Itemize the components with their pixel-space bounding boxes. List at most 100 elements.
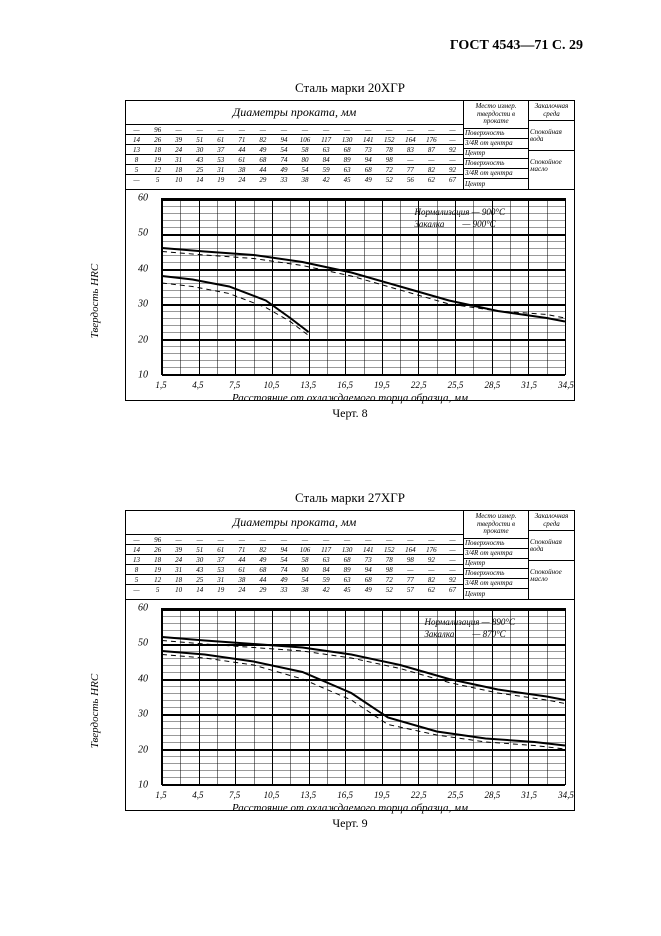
x-axis-label: Расстояние от охлаждаемого торца образца… <box>126 392 574 404</box>
diam-cell: — <box>316 536 337 544</box>
diam-cell: 54 <box>273 556 294 564</box>
diam-row: 1426395161718294106117130141152164176— <box>126 135 463 145</box>
x-tick: 28,5 <box>484 380 500 390</box>
diam-cell: 94 <box>273 546 294 554</box>
header-table: Диаметры проката, мм —96——————————————14… <box>126 511 574 600</box>
diam-cell: — <box>273 536 294 544</box>
diam-cell: 29 <box>252 586 273 594</box>
diam-cell: 98 <box>400 556 421 564</box>
x-tick: 25,5 <box>448 790 464 800</box>
diam-cell: 54 <box>295 576 316 584</box>
diam-cell: — <box>210 126 231 134</box>
diam-row: —51014192429333842454952576267 <box>126 585 463 595</box>
diam-cell: 53 <box>210 566 231 574</box>
diam-cell: — <box>168 536 189 544</box>
diam-row: 8193143536168748084899498——— <box>126 565 463 575</box>
diam-cell: 78 <box>379 146 400 154</box>
x-tick: 13,5 <box>300 380 316 390</box>
diam-row: —96—————————————— <box>126 125 463 135</box>
location-label: 3/4R от центра <box>464 549 528 559</box>
diam-cell: 61 <box>231 566 252 574</box>
meta-head-loc: Место измер. твердости в прокате <box>464 101 528 129</box>
location-label: Поверхность <box>464 159 528 169</box>
location-label: Центр <box>464 589 528 599</box>
diam-cell: 57 <box>400 586 421 594</box>
diam-cell: — <box>126 126 147 134</box>
location-label: Поверхность <box>464 539 528 549</box>
diam-cell: 26 <box>147 546 168 554</box>
header-table: Диаметры проката, мм —96——————————————14… <box>126 101 574 190</box>
diam-cell: 73 <box>358 556 379 564</box>
diam-cell: — <box>421 156 442 164</box>
diam-cell: 176 <box>421 546 442 554</box>
chart-title: Сталь марки 20ХГР <box>125 80 575 96</box>
diam-cell: 18 <box>147 146 168 154</box>
diam-cell: 8 <box>126 156 147 164</box>
diam-cell: — <box>400 566 421 574</box>
diam-cell: 12 <box>147 166 168 174</box>
diam-cell: — <box>337 126 358 134</box>
diam-cell: 24 <box>168 146 189 154</box>
diam-cell: 44 <box>231 556 252 564</box>
y-tick: 40 <box>138 263 148 274</box>
diam-row: 13182430374449545863687378838792 <box>126 145 463 155</box>
diam-row: 131824303744495458636873789892— <box>126 555 463 565</box>
x-tick: 13,5 <box>300 790 316 800</box>
diam-cell: — <box>442 536 463 544</box>
diam-cell: 87 <box>421 146 442 154</box>
diam-cell: 92 <box>442 576 463 584</box>
diam-cell: 51 <box>189 546 210 554</box>
diam-cell: 10 <box>168 176 189 184</box>
x-tick: 7,5 <box>229 790 240 800</box>
diam-cell: 61 <box>210 136 231 144</box>
diam-title: Диаметры проката, мм <box>126 101 463 125</box>
diam-cell: 43 <box>189 566 210 574</box>
location-label: Поверхность <box>464 129 528 139</box>
diam-cell: — <box>379 536 400 544</box>
diam-row: 5121825313844495459636872778292 <box>126 165 463 175</box>
diam-cell: 54 <box>295 166 316 174</box>
chart-caption: Черт. 9 <box>125 816 575 831</box>
diam-cell: 44 <box>252 576 273 584</box>
diam-cell: 18 <box>168 576 189 584</box>
diam-cell: 63 <box>316 146 337 154</box>
diam-cell: 49 <box>252 556 273 564</box>
diam-cell: — <box>379 126 400 134</box>
diam-cell: — <box>231 536 252 544</box>
diam-cell: 72 <box>379 166 400 174</box>
diam-cell: 13 <box>126 146 147 154</box>
diam-cell: 49 <box>358 586 379 594</box>
diam-cell: — <box>316 126 337 134</box>
location-label: 3/4R от центра <box>464 579 528 589</box>
diam-row: —96—————————————— <box>126 535 463 545</box>
diam-cell: 42 <box>316 586 337 594</box>
diam-cell: — <box>189 126 210 134</box>
diam-cell: 71 <box>231 136 252 144</box>
page-header: ГОСТ 4543—71 С. 29 <box>450 38 583 54</box>
plot-area: Твердость HRC Нормализация — 900°С Закал… <box>126 190 574 400</box>
diam-cell: 29 <box>252 176 273 184</box>
diam-cell: 74 <box>273 566 294 574</box>
y-axis-label: Твердость HRC <box>89 264 101 338</box>
diam-row: 8193143536168748084899498——— <box>126 155 463 165</box>
diam-cell: 31 <box>210 576 231 584</box>
diam-cell: 39 <box>168 546 189 554</box>
diam-cell: 44 <box>231 146 252 154</box>
diam-cell: 68 <box>358 576 379 584</box>
diam-cell: — <box>421 126 442 134</box>
x-tick: 28,5 <box>484 790 500 800</box>
x-tick: 1,5 <box>155 380 166 390</box>
diam-cell: 38 <box>295 176 316 184</box>
diam-cell: 96 <box>147 126 168 134</box>
x-tick: 19,5 <box>374 380 390 390</box>
diam-cell: 152 <box>379 546 400 554</box>
diam-cell: — <box>358 536 379 544</box>
diam-cell: 5 <box>147 176 168 184</box>
diam-cell: — <box>295 126 316 134</box>
diam-cell: 89 <box>337 566 358 574</box>
diam-cell: 49 <box>273 576 294 584</box>
diam-cell: 52 <box>379 586 400 594</box>
diam-cell: — <box>252 536 273 544</box>
location-label: 3/4R от центра <box>464 169 528 179</box>
diam-cell: 67 <box>442 586 463 594</box>
